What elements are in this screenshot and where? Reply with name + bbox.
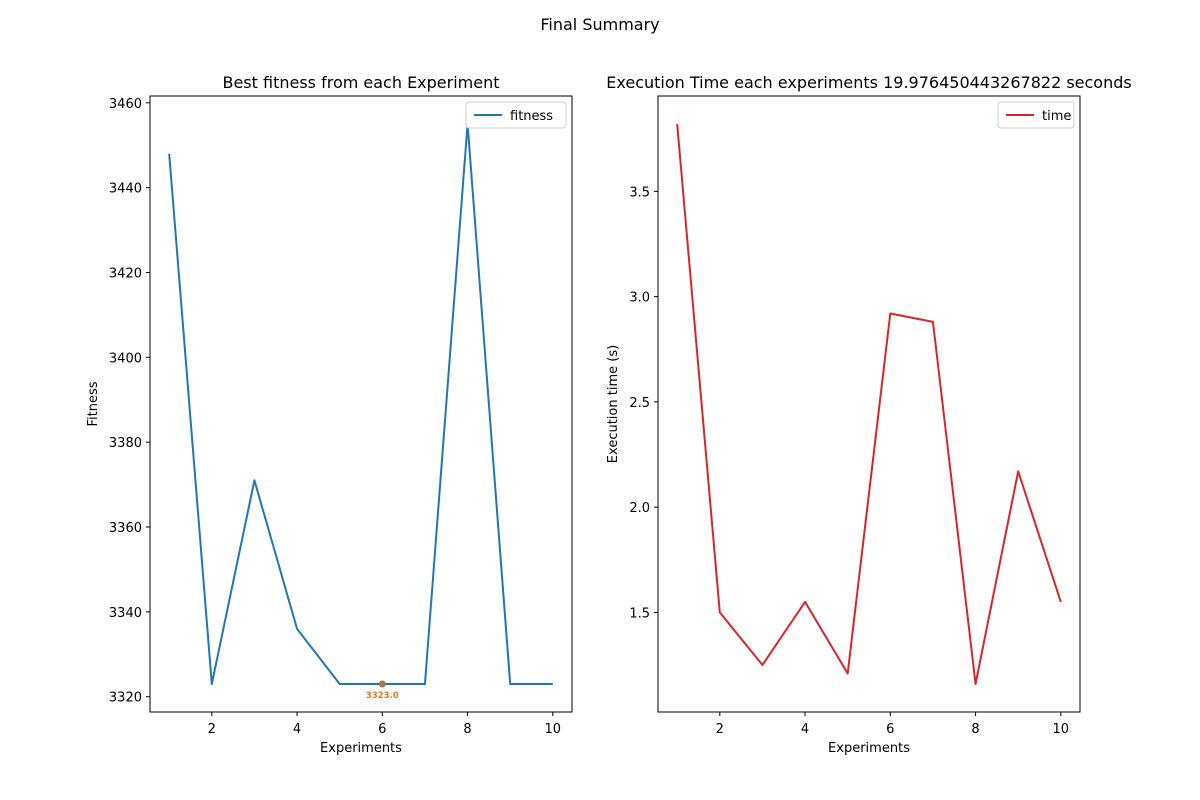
x-axis-label: Experiments <box>828 741 910 756</box>
chart-title: Best fitness from each Experiment <box>222 73 499 92</box>
y-tick-label: 3.5 <box>629 185 650 200</box>
y-tick-label: 1.5 <box>629 606 650 621</box>
legend-label-time: time <box>1042 109 1071 124</box>
figure-suptitle: Final Summary <box>540 15 659 34</box>
x-tick-label: 10 <box>545 722 562 737</box>
y-tick-label: 3360 <box>109 521 142 536</box>
chart-title: Execution Time each experiments 19.97645… <box>606 73 1131 92</box>
y-tick-label: 3380 <box>109 436 142 451</box>
x-tick-label: 4 <box>293 722 301 737</box>
y-tick-label: 3420 <box>109 266 142 281</box>
x-tick-label: 2 <box>208 722 216 737</box>
x-axis-label: Experiments <box>320 741 402 756</box>
axes-frame <box>149 95 573 713</box>
min-point-label: 3323.0 <box>366 691 399 701</box>
y-axis-label: Fitness <box>86 381 101 426</box>
axes-frame <box>657 95 1081 713</box>
x-tick-label: 8 <box>971 722 979 737</box>
y-axis-label: Execution time (s) <box>606 345 621 463</box>
series-line-time <box>676 123 1062 685</box>
y-tick-label: 3340 <box>109 606 142 621</box>
y-tick-label: 3320 <box>109 691 142 706</box>
y-tick-label: 3400 <box>109 351 142 366</box>
legend-box <box>997 101 1075 129</box>
x-tick-label: 8 <box>463 722 471 737</box>
y-tick-label: 2.5 <box>629 396 650 411</box>
min-point-marker <box>378 680 386 688</box>
series-line-fitness <box>168 123 553 685</box>
y-tick-label: 3440 <box>109 182 142 197</box>
x-tick-label: 6 <box>886 722 894 737</box>
y-tick-label: 2.0 <box>629 501 650 516</box>
legend-box <box>465 101 567 129</box>
x-tick-label: 6 <box>378 722 386 737</box>
x-tick-label: 4 <box>801 722 809 737</box>
x-tick-label: 10 <box>1053 722 1070 737</box>
legend-label-fitness: fitness <box>510 109 553 124</box>
fitness-chart: Best fitness from each Experiment 3323.0 2… <box>86 73 573 756</box>
execution-time-chart: Execution Time each experiments 19.97645… <box>606 73 1132 756</box>
y-tick-label: 3.0 <box>629 291 650 306</box>
y-tick-label: 3460 <box>109 97 142 112</box>
x-tick-label: 2 <box>716 722 724 737</box>
